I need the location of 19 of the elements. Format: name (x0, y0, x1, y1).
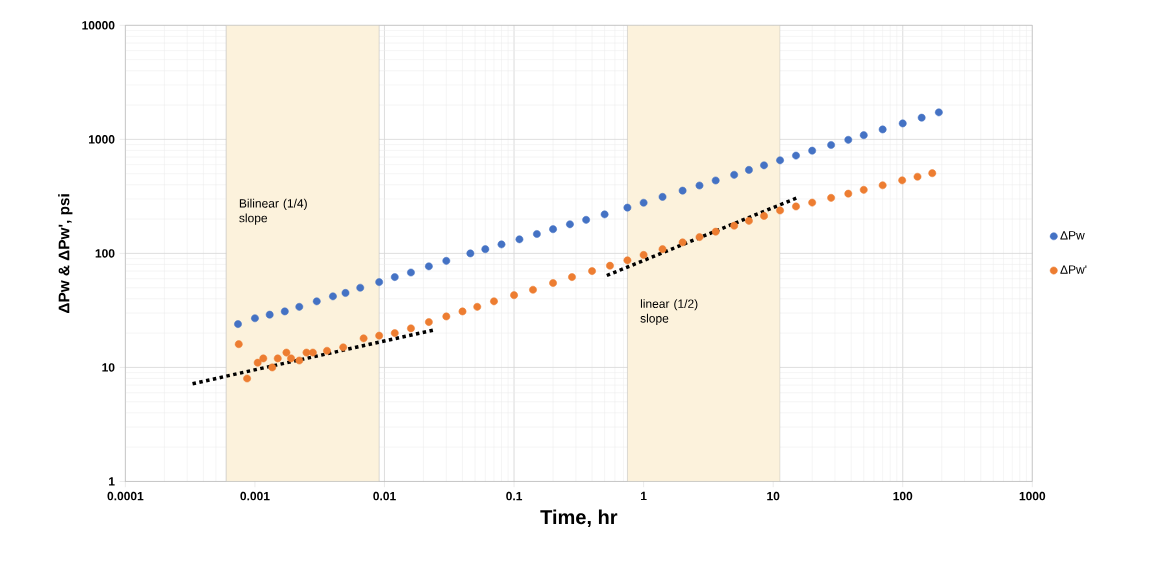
x-tick-label: 100 (893, 491, 913, 501)
y-tick-label: 1000 (89, 135, 115, 144)
legend-label: ΔPw (1060, 231, 1085, 240)
x-tick-label: 10 (767, 491, 780, 501)
band-label: linear (1/2) slope (640, 299, 698, 326)
y-axis-title: ΔPw & ΔPw', psi (58, 194, 73, 313)
x-tick-label: 1000 (1019, 491, 1046, 501)
y-tick-label: 100 (95, 249, 115, 258)
y-tick-label: 1 (109, 477, 115, 486)
x-tick-label: 0.1 (506, 491, 523, 501)
x-tick-label: 0.001 (240, 491, 270, 501)
x-tick-label: 0.0001 (107, 491, 144, 501)
y-tick-label: 10000 (82, 21, 115, 30)
x-tick-label: 0.01 (373, 491, 396, 501)
x-axis-title: Time, hr (540, 509, 618, 528)
y-tick-label: 10 (102, 363, 115, 372)
x-tick-label: 1 (641, 491, 647, 501)
legend-label: ΔPw' (1060, 265, 1087, 274)
band-label: Bilinear (1/4) slope (239, 198, 307, 225)
